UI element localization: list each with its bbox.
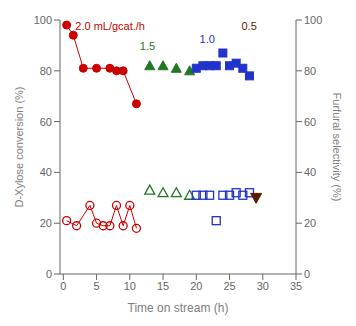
svg-text:D-Xylose conversion (%): D-Xylose conversion (%) xyxy=(13,86,25,207)
svg-text:35: 35 xyxy=(290,280,302,292)
svg-text:60: 60 xyxy=(40,116,52,128)
svg-text:80: 80 xyxy=(40,65,52,77)
svg-text:Time on stream (h): Time on stream (h) xyxy=(128,301,229,315)
svg-text:0: 0 xyxy=(60,280,66,292)
svg-text:20: 20 xyxy=(190,280,202,292)
svg-text:80: 80 xyxy=(304,65,316,77)
svg-text:15: 15 xyxy=(157,280,169,292)
svg-text:25: 25 xyxy=(223,280,235,292)
svg-text:1.0: 1.0 xyxy=(200,33,215,45)
svg-text:1.5: 1.5 xyxy=(140,40,155,52)
svg-text:100: 100 xyxy=(304,14,322,26)
svg-text:20: 20 xyxy=(40,217,52,229)
svg-text:Furfural selectivity (%): Furfural selectivity (%) xyxy=(331,93,343,202)
svg-text:5: 5 xyxy=(94,280,100,292)
svg-text:40: 40 xyxy=(40,166,52,178)
svg-text:60: 60 xyxy=(304,116,316,128)
svg-text:40: 40 xyxy=(304,166,316,178)
svg-text:2.0 mL/gcat./h: 2.0 mL/gcat./h xyxy=(75,20,145,32)
svg-text:30: 30 xyxy=(257,280,269,292)
svg-text:0: 0 xyxy=(46,268,52,280)
svg-text:0: 0 xyxy=(304,268,310,280)
svg-text:10: 10 xyxy=(124,280,136,292)
svg-text:20: 20 xyxy=(304,217,316,229)
svg-text:0.5: 0.5 xyxy=(241,20,256,32)
svg-text:100: 100 xyxy=(34,14,52,26)
